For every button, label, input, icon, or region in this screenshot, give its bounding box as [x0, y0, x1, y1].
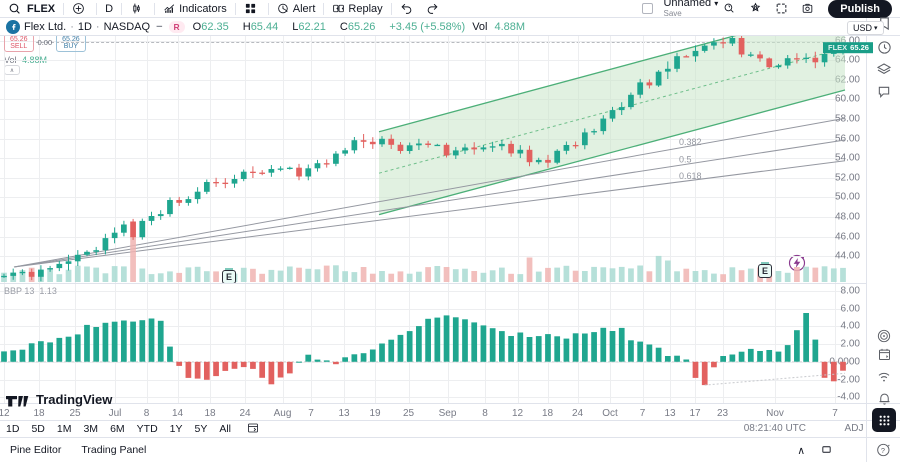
svg-text:?: ?: [881, 446, 885, 455]
svg-text:0.382: 0.382: [679, 137, 702, 147]
svg-text:0.5: 0.5: [679, 154, 692, 164]
svg-text:0.618: 0.618: [679, 171, 702, 181]
